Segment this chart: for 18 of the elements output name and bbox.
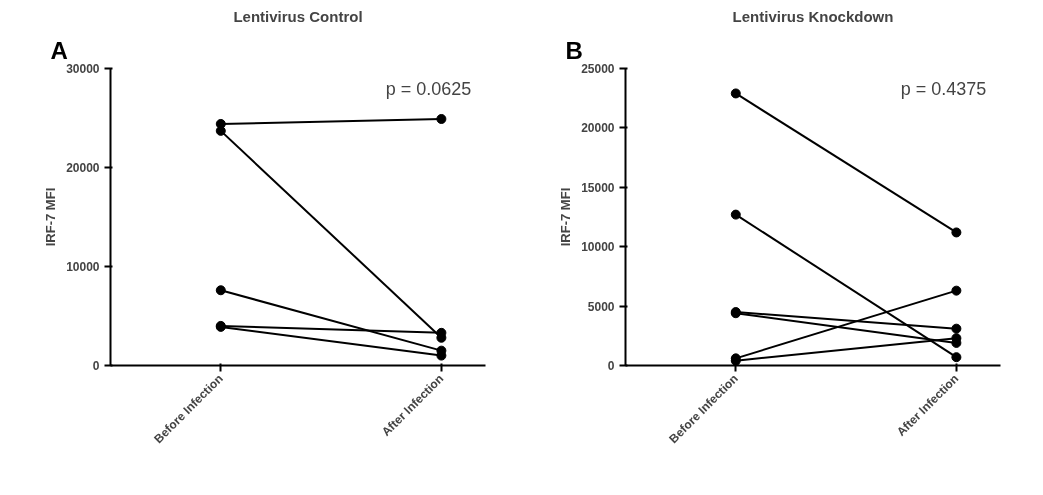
text: A xyxy=(50,36,68,64)
y-tick-label: 25000 xyxy=(581,62,615,76)
y-tick-label: 30000 xyxy=(66,62,100,76)
y-tick-label: 5000 xyxy=(587,299,615,314)
annotation: p = 0.4375 xyxy=(900,78,987,99)
chart-title: Lentivirus Knockdown xyxy=(732,7,894,25)
y-tick-label: 10000 xyxy=(66,260,100,274)
y-axis-title: IRF-7 MFI xyxy=(558,187,574,247)
annotation: p = 0.0625 xyxy=(385,78,472,99)
y-tick-label: 20000 xyxy=(581,121,615,136)
text: B xyxy=(565,36,583,64)
chart-title: Lentivirus Control xyxy=(233,7,363,25)
y-tick-label: 0 xyxy=(92,359,100,373)
y-tick-label: 20000 xyxy=(66,161,100,175)
y-tick-label: 0 xyxy=(607,359,615,373)
y-axis-title: IRF-7 MFI xyxy=(43,187,59,247)
y-tick-label: 10000 xyxy=(581,240,615,255)
y-tick-label: 15000 xyxy=(581,180,615,195)
